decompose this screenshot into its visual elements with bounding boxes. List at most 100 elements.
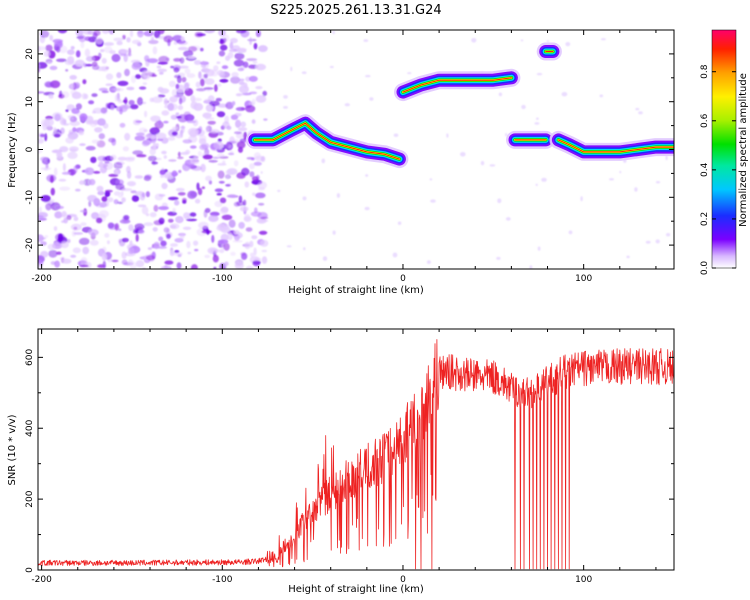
noise-speckle xyxy=(253,42,258,50)
noise-speckle xyxy=(139,86,147,90)
noise-speckle xyxy=(541,177,547,182)
noise-speckle xyxy=(252,60,258,64)
noise-speckle xyxy=(210,142,220,151)
noise-speckle xyxy=(73,217,78,221)
noise-speckle xyxy=(245,227,253,232)
noise-speckle xyxy=(65,109,69,112)
noise-speckle xyxy=(221,65,229,70)
noise-speckle xyxy=(217,83,222,87)
noise-speckle xyxy=(119,122,126,128)
noise-speckle xyxy=(141,192,146,198)
noise-speckle xyxy=(142,70,152,79)
noise-speckle xyxy=(223,242,230,251)
noise-speckle xyxy=(125,251,136,257)
noise-speckle xyxy=(207,120,216,125)
noise-speckle xyxy=(55,233,65,242)
noise-speckle xyxy=(240,252,247,256)
noise-speckle xyxy=(238,81,245,86)
noise-speckle xyxy=(231,72,239,78)
noise-speckle xyxy=(363,39,369,42)
noise-speckle xyxy=(78,130,84,136)
noise-speckle xyxy=(168,80,176,88)
ridge-layer xyxy=(245,42,674,169)
noise-speckle xyxy=(177,40,188,46)
noise-speckle xyxy=(407,72,412,75)
noise-speckle xyxy=(102,260,107,269)
noise-speckle xyxy=(217,222,229,232)
noise-speckle xyxy=(116,72,122,79)
noise-speckle xyxy=(113,191,121,196)
noise-speckle xyxy=(429,178,433,181)
noise-speckle xyxy=(147,247,152,250)
noise-speckle xyxy=(204,98,211,103)
noise-speckle xyxy=(49,34,54,41)
noise-speckle xyxy=(240,121,247,128)
noise-speckle xyxy=(105,102,110,109)
noise-speckle xyxy=(114,223,120,231)
noise-speckle xyxy=(198,138,207,145)
noise-speckle xyxy=(131,75,136,84)
noise-speckle xyxy=(181,125,185,134)
noise-speckle xyxy=(87,194,98,202)
noise-speckle xyxy=(213,266,217,269)
noise-speckle xyxy=(203,73,208,79)
noise-speckle xyxy=(137,30,144,38)
noise-speckle xyxy=(54,260,60,268)
noise-speckle xyxy=(39,30,50,38)
noise-speckle xyxy=(171,131,178,136)
noise-speckle xyxy=(97,191,105,196)
noise-speckle xyxy=(156,132,167,140)
noise-speckle xyxy=(78,237,90,245)
noise-speckle xyxy=(176,115,182,119)
noise-speckle xyxy=(111,259,119,263)
noise-speckle xyxy=(92,64,100,70)
noise-speckle xyxy=(131,59,141,64)
noise-region xyxy=(38,30,671,269)
noise-speckle xyxy=(104,189,113,193)
noise-speckle xyxy=(225,101,234,110)
noise-speckle xyxy=(122,99,128,103)
noise-speckle xyxy=(61,171,71,175)
spec-x-tick-label: 100 xyxy=(575,274,592,284)
noise-speckle xyxy=(193,156,199,161)
noise-speckle xyxy=(153,204,159,212)
noise-speckle xyxy=(45,163,49,169)
noise-speckle xyxy=(62,163,66,172)
noise-speckle xyxy=(40,241,47,246)
snr-y-tick-label: 600 xyxy=(25,348,35,365)
noise-speckle xyxy=(244,181,250,188)
noise-speckle xyxy=(126,53,132,57)
noise-speckle xyxy=(50,187,55,196)
noise-speckle xyxy=(99,202,107,208)
noise-speckle xyxy=(233,59,245,67)
noise-speckle xyxy=(113,87,124,92)
noise-speckle xyxy=(53,167,58,176)
noise-speckle xyxy=(195,81,201,88)
noise-speckle xyxy=(108,30,115,35)
noise-speckle xyxy=(234,261,244,269)
noise-speckle xyxy=(480,161,485,166)
noise-speckle xyxy=(175,134,184,139)
noise-speckle xyxy=(98,87,108,92)
noise-speckle xyxy=(93,30,101,36)
noise-speckle xyxy=(224,261,229,267)
noise-speckle xyxy=(135,260,145,268)
noise-speckle xyxy=(529,265,533,269)
noise-speckle xyxy=(98,133,106,140)
noise-speckle xyxy=(498,92,503,97)
noise-speckle xyxy=(194,60,202,65)
snr-plot-area xyxy=(38,329,674,570)
noise-speckle xyxy=(38,46,47,51)
noise-speckle xyxy=(113,37,124,42)
noise-speckle xyxy=(99,161,104,169)
noise-speckle xyxy=(98,52,102,59)
noise-speckle xyxy=(283,106,288,109)
noise-speckle xyxy=(303,247,306,251)
noise-speckle xyxy=(175,216,184,224)
noise-speckle xyxy=(182,139,193,144)
snr-ticks: -200 -100 0 100 0 200 400 600 xyxy=(25,329,674,585)
snr-x-tick-label: -200 xyxy=(31,575,52,585)
noise-speckle xyxy=(145,191,150,198)
noise-speckle xyxy=(170,114,178,120)
noise-speckle xyxy=(111,53,121,63)
